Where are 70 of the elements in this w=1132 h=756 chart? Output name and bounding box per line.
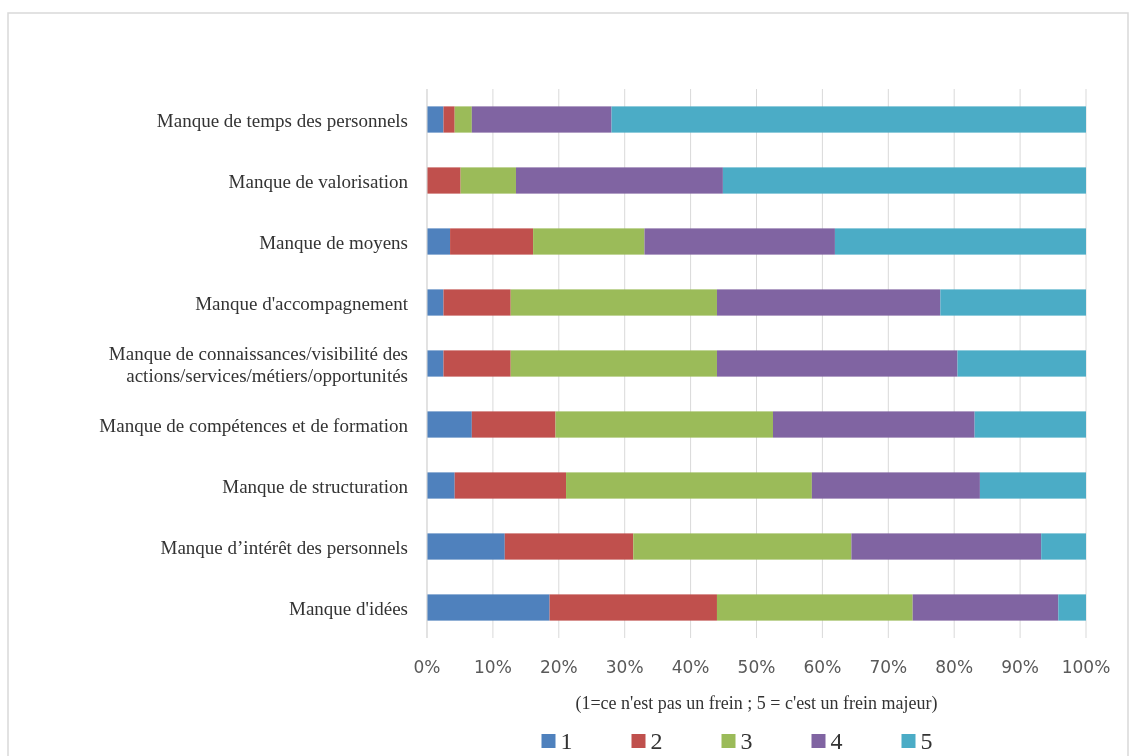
x-tick-label: 90% — [1001, 657, 1039, 677]
bar — [957, 350, 1086, 377]
bar — [450, 228, 534, 255]
bar — [834, 228, 1086, 255]
legend-label: 4 — [830, 728, 843, 754]
bar — [811, 472, 980, 499]
x-tick-label: 70% — [869, 657, 908, 677]
y-tick-label: Manque d'accompagnement — [195, 292, 409, 313]
bar — [772, 411, 975, 438]
y-tick-label: Manque de structuration — [222, 475, 409, 496]
bar — [549, 594, 717, 621]
x-tick-label: 40% — [671, 657, 710, 677]
bar — [427, 106, 444, 133]
x-tick-label: 30% — [605, 657, 644, 677]
bar — [533, 228, 645, 255]
bar — [974, 411, 1086, 438]
bar — [454, 106, 472, 133]
bar — [716, 350, 958, 377]
bar — [633, 533, 852, 560]
legend-label: 3 — [740, 728, 753, 754]
bar — [443, 106, 455, 133]
bar — [504, 533, 634, 560]
x-tick-label: 10% — [474, 657, 512, 677]
bar — [471, 106, 612, 133]
bar — [979, 472, 1086, 499]
bar — [555, 411, 773, 438]
y-tick-label: Manque de moyens — [259, 231, 408, 252]
bar — [515, 167, 723, 194]
bar — [427, 167, 461, 194]
bar — [912, 594, 1059, 621]
x-tick-label: 50% — [737, 657, 776, 677]
bar — [471, 411, 556, 438]
y-tick-label: Manque de temps des personnels — [156, 109, 408, 130]
x-tick-label: 100% — [1061, 657, 1111, 677]
bar — [851, 533, 1042, 560]
x-tick-label: 80% — [935, 657, 974, 677]
x-tick-label: 0% — [413, 657, 441, 677]
legend-label: 1 — [560, 728, 573, 754]
bar — [716, 289, 941, 316]
x-tick-label: 20% — [539, 657, 578, 677]
bar — [427, 594, 550, 621]
bar — [510, 350, 717, 377]
y-tick-label: Manque de compétences et de formation — [99, 414, 409, 435]
bar — [1058, 594, 1086, 621]
bar — [510, 289, 717, 316]
x-tick-label: 60% — [803, 657, 842, 677]
y-tick-label: Manque d’intérêt des personnels — [160, 536, 408, 557]
bar — [454, 472, 567, 499]
legend-label: 5 — [920, 728, 933, 754]
y-tick-label: Manque d'idées — [289, 597, 408, 618]
bar — [427, 289, 444, 316]
bar — [460, 167, 516, 194]
bar — [443, 350, 511, 377]
bar — [427, 411, 472, 438]
bar — [940, 289, 1086, 316]
bar — [443, 289, 511, 316]
bar — [427, 228, 451, 255]
y-tick-label: Manque de connaissances/visibilité des actions/services/métiers/opportunités — [108, 342, 408, 385]
bar — [427, 472, 455, 499]
bar — [427, 533, 505, 560]
bar — [427, 350, 444, 377]
bar — [644, 228, 835, 255]
x-axis-title: (1=ce n'est pas un frein ; 5 = c'est un frein majeur) — [575, 693, 938, 714]
bar — [566, 472, 812, 499]
legend-label: 2 — [650, 728, 663, 754]
bar — [1041, 533, 1086, 560]
bar — [722, 167, 1086, 194]
y-tick-label: Manque de valorisation — [228, 170, 409, 191]
bar — [716, 594, 913, 621]
bar — [611, 106, 1086, 133]
